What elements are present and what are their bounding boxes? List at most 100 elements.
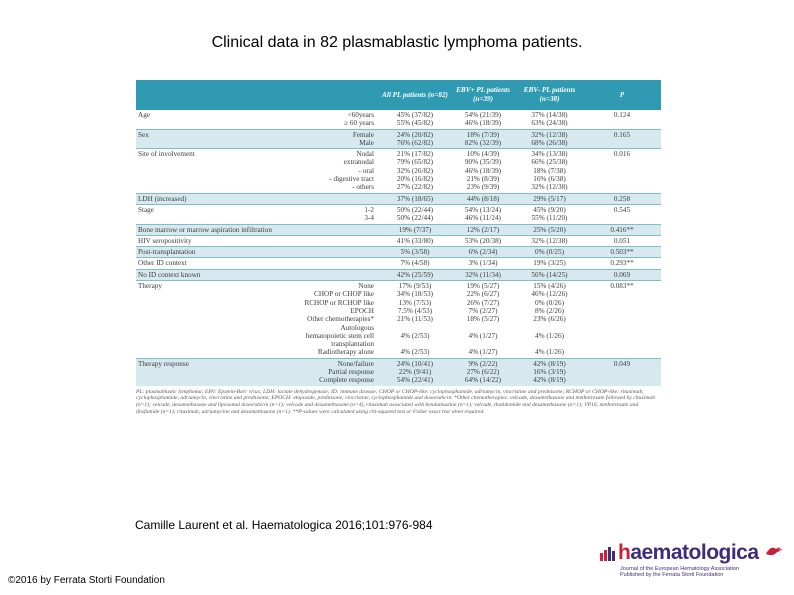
subcategory-cell: 1-2 3-4 <box>286 203 380 225</box>
cell-line: 66% (25/38) <box>531 158 568 167</box>
row-label: Therapy response <box>136 357 286 386</box>
cell-line: 27% (6/22) <box>466 368 500 377</box>
table-header-row: All PL patients (n=82) EBV+ PL patients … <box>136 80 661 110</box>
cell-line: 19% (5/27) <box>466 282 500 291</box>
table-row: LDH (increased) 37% (18/65) 44% (8/18) 29% … <box>136 192 661 205</box>
cell-line: 7% (2/27) <box>468 306 498 315</box>
cell-line: 19% (7/37) <box>398 225 432 234</box>
cell-line <box>382 324 448 332</box>
cell-line: 21% (11/53) <box>397 315 433 324</box>
cell-line: 34% (13/38) <box>531 150 568 159</box>
all-pl-cell: 5% (3/58) <box>380 246 450 258</box>
header-cell <box>286 80 380 110</box>
cell-line: 15% (4/26) <box>533 282 566 291</box>
cell-line: 18% (7/39) <box>466 130 500 139</box>
p-value-cell: 0.051 <box>583 234 661 247</box>
ebv-negative-cell: 34% (13/38) 66% (25/38) 18% (7/38) 16% (6/3… <box>516 148 583 194</box>
ebv-positive-cell: 32% (11/34) <box>450 268 516 281</box>
logo-bars-icon <box>600 547 615 561</box>
cell-line: 0.016 <box>613 150 631 159</box>
ebv-positive-cell: 3% (1/34) <box>450 257 516 270</box>
cell-line: 50% (22/44) <box>396 214 434 223</box>
cell-line: 76% (62/82) <box>396 138 434 147</box>
p-value-cell: 0.293** <box>583 257 661 270</box>
cell-line: 4% (1/26) <box>535 331 564 340</box>
all-pl-cell: 42% (25/59) <box>380 268 450 281</box>
table-body: Age <60years ≥ 60 years 45% (37/82) 55% (45/… <box>136 110 661 386</box>
cell-line: 10% (4/39) <box>466 150 500 159</box>
citation: Camille Laurent et al. Haematologica 201… <box>135 518 433 532</box>
cell-line: 45% (37/82) <box>396 111 434 119</box>
cell-line: 32% (26/82) <box>396 166 434 175</box>
cell-line: 32% (11/34) <box>465 270 501 279</box>
cell-line: 21% (8/39) <box>466 175 500 184</box>
table-row: Bone marrow or marrow aspiration infiltr… <box>136 223 661 236</box>
p-value-cell: 0.258 <box>583 192 661 205</box>
cell-line: 64% (14/22) <box>464 376 502 385</box>
ebv-positive-cell: 18% (7/39) 82% (32/39) <box>450 128 516 149</box>
cell-line: 24% (10/41) <box>396 359 434 368</box>
cell-line <box>518 340 581 348</box>
cell-line <box>518 324 581 332</box>
cell-line: 44% (8/18) <box>466 194 500 203</box>
logo-wordmark: haematologica <box>618 541 759 564</box>
cell-line: transplantation <box>331 340 374 349</box>
ebv-positive-cell: 6% (2/34) <box>450 246 516 258</box>
row-label: Sex <box>136 128 286 149</box>
p-value-cell: 0.503** <box>583 246 661 258</box>
subcategory-cell <box>286 268 380 281</box>
subcategory-cell: Nodal extranodal - oral - digestive tract - … <box>286 148 380 194</box>
dragon-emblem-icon <box>766 547 782 556</box>
ebv-negative-cell: 25% (5/20) <box>516 223 583 236</box>
ebv-negative-cell: 0% (0/25) <box>516 246 583 258</box>
copyright: ©2016 by Ferrata Storti Foundation <box>8 575 165 586</box>
header-ebv-negative: EBV- PL patients (n=38) <box>516 80 583 110</box>
table-row: Sex Female Male 24% (20/82) 76% (62/82) 18% (… <box>136 128 661 149</box>
ebv-positive-cell: 54% (21/39) 46% (18/39) <box>450 110 516 129</box>
ebv-negative-cell: 42% (8/19) 16% (3/19) 42% (8/19) <box>516 357 583 386</box>
ebv-negative-cell: 45% (9/20) 55% (11/20) <box>516 203 583 225</box>
p-value-cell: 0.165 <box>583 128 661 149</box>
cell-line: ≥ 60 years <box>344 119 374 128</box>
ebv-negative-cell: 29% (5/17) <box>516 192 583 205</box>
ebv-negative-cell: 15% (4/26) 46% (12/26) 0% (0/26) 8% (2/26) 2… <box>516 280 583 359</box>
table-row: Other ID context 7% (4/58) 3% (1/34) 19% (3… <box>136 257 661 270</box>
cell-line <box>382 340 448 348</box>
ebv-negative-cell: 32% (12/38) <box>516 234 583 247</box>
header-ebv-positive: EBV+ PL patients (n=39) <box>450 80 516 110</box>
cell-line: 18% (7/38) <box>533 166 566 175</box>
header-all-pl: All PL patients (n=82) <box>380 80 450 110</box>
subcategory-cell: None CHOP or CHOP like RCHOP or RCHOP like… <box>286 280 380 359</box>
table-row: Therapy response None/failure Partial resp… <box>136 357 661 386</box>
all-pl-cell: 21% (17/82) 79% (65/82) 32% (26/82) 20% (16… <box>380 148 450 194</box>
clinical-data-table: All PL patients (n=82) EBV+ PL patients … <box>136 80 661 386</box>
ebv-positive-cell: 10% (4/39) 90% (35/39) 46% (18/39) 21% (8/3… <box>450 148 516 194</box>
cell-line: Male <box>359 138 374 147</box>
cell-line: 6% (2/34) <box>468 248 498 257</box>
cell-line: 12% (2/17) <box>466 225 500 234</box>
p-value-cell: 0.083** <box>583 280 661 359</box>
cell-line: 7% (4/58) <box>400 259 430 268</box>
cell-line: 16% (3/19) <box>533 368 566 377</box>
table-row: Site of involvement Nodal extranodal - oral… <box>136 148 661 194</box>
cell-line: 4% (1/27) <box>468 348 498 357</box>
row-label: Therapy <box>136 280 286 359</box>
cell-line: 23% (6/26) <box>533 315 566 324</box>
cell-line: 9% (2/22) <box>468 359 498 368</box>
header-cell <box>136 80 286 110</box>
all-pl-cell: 24% (20/82) 76% (62/82) <box>380 128 450 149</box>
p-value-cell: 0.124 <box>583 110 661 129</box>
cell-line: 42% (8/19) <box>533 376 566 385</box>
cell-line: Radiotherapy alone <box>317 348 374 357</box>
ebv-negative-cell: 56% (14/25) <box>516 268 583 281</box>
row-label: Post-transplantation <box>136 246 286 258</box>
clinical-data-table-figure: All PL patients (n=82) EBV+ PL patients … <box>136 80 661 416</box>
row-label: No ID context known <box>136 268 286 281</box>
cell-line: Nodal <box>356 150 374 159</box>
table-row: Post-transplantation 5% (3/58) 6% (2/34) 0%… <box>136 246 661 258</box>
p-value-cell: 0.416** <box>583 223 661 236</box>
cell-line: Complete response <box>319 376 374 385</box>
cell-line: 68% (26/38) <box>531 138 568 147</box>
logo-tagline: Journal of the European Hematology Assoc… <box>620 566 739 579</box>
cell-line: 34% (18/53) <box>396 290 434 299</box>
